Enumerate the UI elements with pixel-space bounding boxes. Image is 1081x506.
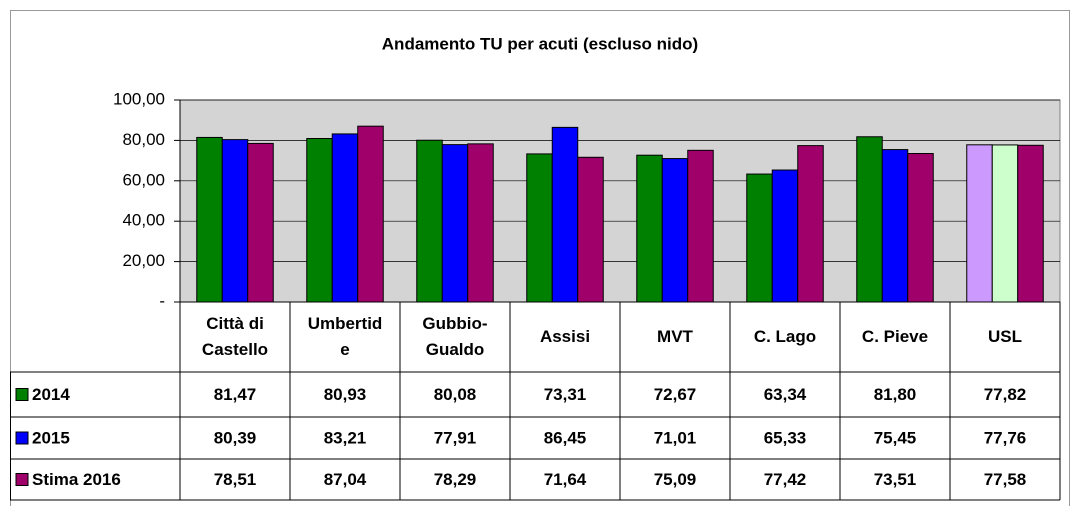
data-label: 71,01 xyxy=(654,428,697,447)
legend-label: 2014 xyxy=(32,385,70,404)
bar xyxy=(881,149,909,303)
data-label: 73,31 xyxy=(544,385,587,404)
bar xyxy=(526,153,553,303)
x-tick-label: USL xyxy=(950,302,1060,372)
data-label: 77,91 xyxy=(434,428,477,447)
data-label: 78,29 xyxy=(434,470,477,489)
data-label: 77,76 xyxy=(984,428,1027,447)
data-label: 86,45 xyxy=(544,428,587,447)
y-tick-label: 40,00 xyxy=(122,211,165,230)
data-label: 87,04 xyxy=(324,470,367,489)
x-tick-text: C. Pieve xyxy=(861,327,929,346)
bar xyxy=(247,142,274,303)
y-tick-label: 100,00 xyxy=(113,89,165,108)
y-tick-label: 80,00 xyxy=(122,130,165,149)
legend-label: Stima 2016 xyxy=(32,470,121,489)
bar xyxy=(661,158,689,303)
x-tick-text: Umbertide xyxy=(307,314,383,359)
bar xyxy=(357,125,384,303)
data-label: 77,58 xyxy=(984,470,1027,489)
bar xyxy=(991,144,1019,303)
x-tick-text: USL xyxy=(988,327,1022,346)
data-label: 75,09 xyxy=(654,470,697,489)
x-tick-text: C. Lago xyxy=(753,327,817,346)
legend-key xyxy=(15,388,29,401)
x-tick-label: Assisi xyxy=(510,302,620,372)
bar xyxy=(797,145,824,303)
y-tick-label: - xyxy=(159,291,165,310)
data-label: 81,80 xyxy=(874,385,917,404)
bar xyxy=(966,144,993,303)
bar xyxy=(221,139,249,303)
data-label: 78,51 xyxy=(214,470,257,489)
data-label: 75,45 xyxy=(874,428,917,447)
y-tick-label: 60,00 xyxy=(122,170,165,189)
bar xyxy=(306,138,333,303)
x-tick-text: MVT xyxy=(657,327,693,346)
data-label: 80,08 xyxy=(434,385,477,404)
x-tick-text: Città di Castello xyxy=(201,314,269,359)
x-tick-label: Gubbio-Gualdo xyxy=(400,302,510,372)
legend-key xyxy=(15,431,29,445)
data-label: 71,64 xyxy=(544,470,587,489)
data-label: 73,51 xyxy=(874,470,917,489)
data-label: 81,47 xyxy=(214,385,257,404)
bar xyxy=(1017,144,1044,303)
legend-label: 2015 xyxy=(32,428,70,447)
x-tick-label: Umbertide xyxy=(290,302,400,372)
bar xyxy=(907,153,934,303)
x-tick-text: Gubbio-Gualdo xyxy=(422,314,488,359)
bar xyxy=(771,169,799,303)
bar xyxy=(416,139,443,303)
bar xyxy=(196,136,223,303)
bar xyxy=(746,173,773,303)
y-tick-label: 20,00 xyxy=(122,251,165,270)
bar xyxy=(551,126,579,303)
x-tick-label: Città di Castello xyxy=(180,302,290,372)
chart-title: Andamento TU per acuti (escluso nido) xyxy=(382,34,698,53)
x-tick-text: Assisi xyxy=(539,327,591,346)
data-label: 83,21 xyxy=(324,428,367,447)
bar xyxy=(331,133,359,303)
bar xyxy=(636,154,663,303)
legend-key xyxy=(15,473,29,486)
data-label: 63,34 xyxy=(764,385,807,404)
data-label: 77,82 xyxy=(984,385,1027,404)
x-tick-label: MVT xyxy=(620,302,730,372)
data-label: 77,42 xyxy=(764,470,807,489)
bar xyxy=(441,144,469,303)
bar xyxy=(687,149,714,303)
bar xyxy=(467,143,494,303)
data-label: 72,67 xyxy=(654,385,697,404)
data-label: 65,33 xyxy=(764,428,807,447)
x-tick-label: C. Lago xyxy=(730,302,840,372)
x-tick-label: C. Pieve xyxy=(840,302,950,372)
data-label: 80,93 xyxy=(324,385,367,404)
bar xyxy=(577,156,604,303)
bar xyxy=(856,136,883,303)
data-label: 80,39 xyxy=(214,428,257,447)
